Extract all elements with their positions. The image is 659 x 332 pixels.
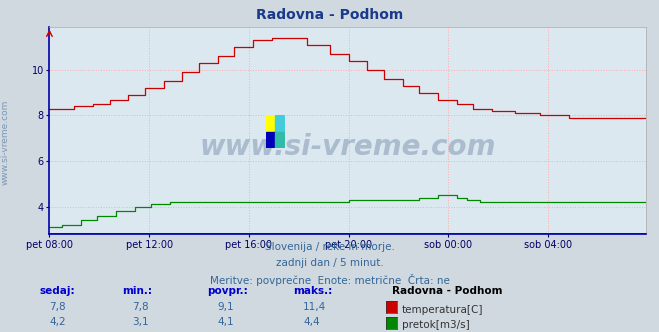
Text: Meritve: povprečne  Enote: metrične  Črta: ne: Meritve: povprečne Enote: metrične Črta:…: [210, 274, 449, 286]
Text: min.:: min.:: [122, 286, 152, 296]
Text: www.si-vreme.com: www.si-vreme.com: [1, 100, 10, 186]
Text: www.si-vreme.com: www.si-vreme.com: [200, 133, 496, 161]
Text: maks.:: maks.:: [293, 286, 333, 296]
Bar: [266, 132, 275, 148]
Text: pretok[m3/s]: pretok[m3/s]: [402, 320, 470, 330]
Text: 7,8: 7,8: [132, 302, 148, 312]
Text: 9,1: 9,1: [217, 302, 234, 312]
Text: 7,8: 7,8: [49, 302, 66, 312]
Text: 4,4: 4,4: [303, 317, 320, 327]
Text: 4,2: 4,2: [49, 317, 66, 327]
Text: 11,4: 11,4: [303, 302, 326, 312]
Bar: [275, 115, 285, 132]
Bar: [266, 115, 275, 132]
Bar: [275, 132, 285, 148]
Text: sedaj:: sedaj:: [40, 286, 75, 296]
Text: povpr.:: povpr.:: [208, 286, 248, 296]
Text: Slovenija / reke in morje.: Slovenija / reke in morje.: [264, 242, 395, 252]
Text: 3,1: 3,1: [132, 317, 148, 327]
Text: Radovna - Podhom: Radovna - Podhom: [392, 286, 503, 296]
Text: zadnji dan / 5 minut.: zadnji dan / 5 minut.: [275, 258, 384, 268]
Text: Radovna - Podhom: Radovna - Podhom: [256, 8, 403, 22]
Text: 4,1: 4,1: [217, 317, 234, 327]
Text: temperatura[C]: temperatura[C]: [402, 305, 484, 315]
